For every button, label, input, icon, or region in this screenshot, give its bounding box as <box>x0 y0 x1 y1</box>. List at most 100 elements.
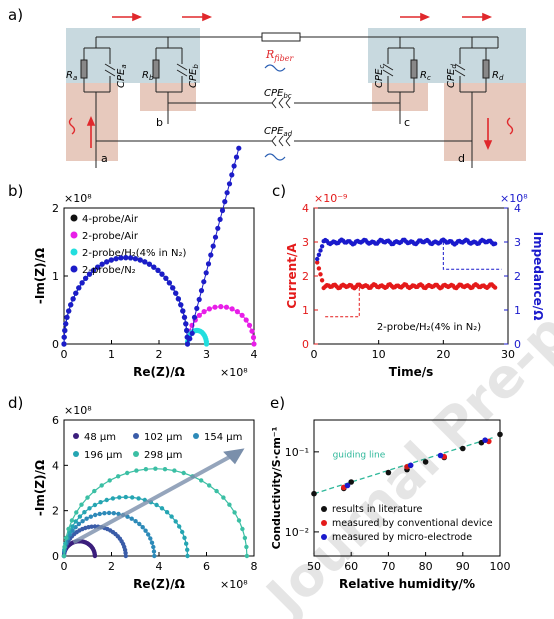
chart-d-point <box>133 519 138 524</box>
chart-d-xlabel: Re(Z)/Ω <box>133 577 185 591</box>
chart-d-point <box>77 514 83 519</box>
chart-d-point <box>92 488 97 494</box>
chart-b-point <box>64 314 70 320</box>
chart-b-frame <box>63 207 255 345</box>
chart-d-point <box>102 511 107 516</box>
chart-b-xlabel: Re(Z)/Ω <box>133 365 185 379</box>
chart-d-point <box>173 519 178 524</box>
chart-b-point <box>108 257 114 263</box>
chart-c-left-ytick-label: 0 <box>302 338 309 351</box>
chart-b-legend-label: 2-probe/N₂ <box>82 265 136 276</box>
chart-b-point <box>250 334 257 341</box>
chart-b-point <box>66 308 72 314</box>
chart-d-point <box>97 511 102 517</box>
chart-d-legend-marker <box>73 433 79 439</box>
panel-e-label: e) <box>270 394 285 412</box>
chart-d-point <box>98 500 103 505</box>
chart-b-point <box>233 154 240 160</box>
chart-b-point <box>63 321 69 327</box>
panel-b-label: b) <box>8 182 23 200</box>
chart-d-point <box>152 553 157 559</box>
chart-e-point <box>344 482 351 489</box>
chart-d-point <box>125 470 130 476</box>
chart-b-point <box>83 275 89 281</box>
chart-b-point <box>226 181 233 187</box>
chart-b-point <box>194 305 200 311</box>
chart-d-point <box>130 495 135 500</box>
chart-d-point <box>172 468 177 473</box>
chart-b-point <box>219 207 226 214</box>
chart-b-point <box>246 322 253 328</box>
chart-c-right-ytick-label: 2 <box>514 270 521 283</box>
chart-b-point <box>137 257 143 263</box>
chart-d-x-exponent: ×10⁸ <box>220 578 248 591</box>
chart-d-point <box>74 510 79 515</box>
chart-e-point <box>311 490 317 497</box>
chart-b-point <box>198 288 205 294</box>
chart-d-y-exponent: ×10⁸ <box>64 404 92 417</box>
chart-b-x-exponent: ×10⁸ <box>220 366 248 379</box>
chart-c-left-ytick-label: 1 <box>302 304 309 317</box>
chart-b-point <box>61 334 67 340</box>
chart-d-legend-marker <box>73 451 79 457</box>
chart-c-left-exponent: ×10⁻⁹ <box>314 192 347 205</box>
chart-b-point <box>79 280 85 286</box>
chart-d-point <box>140 525 145 530</box>
chart-d-point <box>123 553 128 559</box>
chart-e-legend-label: measured by conventional device <box>332 518 493 529</box>
chart-d-point <box>73 519 79 524</box>
chart-c-point <box>315 260 320 265</box>
chart-b-legend-marker <box>70 214 78 222</box>
cpead-label: CPEad <box>264 126 293 138</box>
chart-d-point <box>169 514 174 519</box>
chart-b-point <box>218 304 224 310</box>
chart-c-point <box>492 241 498 246</box>
chart-c-ylabel-right: Impedance/Ω <box>531 232 545 321</box>
chart-b-point <box>236 145 242 151</box>
chart-b-point <box>184 327 190 334</box>
chart-e-ytick-label: 10⁻¹ <box>285 446 309 459</box>
chart-e-xtick-label: 80 <box>419 560 433 573</box>
cpec-label: CPEc <box>374 65 386 88</box>
chart-b-point <box>90 267 97 273</box>
chart-e-legend-label: results in literature <box>332 504 423 515</box>
chart-c-xtick-label: 0 <box>311 348 318 361</box>
chart-d-point <box>151 544 156 550</box>
chart-b-point <box>243 317 249 323</box>
chart-c-annotation: 2-probe/H₂(4% in N₂) <box>377 322 481 333</box>
chart-b-ytick-label: 1 <box>52 270 59 283</box>
chart-d-legend-label: 154 μm <box>204 432 242 443</box>
chart-b-point <box>224 190 230 196</box>
chart-c-right-exponent: ×10⁸ <box>500 192 528 205</box>
node-b-label: b <box>156 116 163 129</box>
chart-c-right-ytick-label: 3 <box>514 236 521 249</box>
chart-d-point <box>104 497 109 503</box>
chart-b-point <box>189 330 195 336</box>
chart-c-xlabel: Time/s <box>389 365 433 379</box>
chart-d-legend-label: 196 μm <box>84 450 122 461</box>
chart-b-point <box>146 261 152 267</box>
chart-e-guide-label: guiding line <box>333 451 386 461</box>
chart-d-point <box>88 514 94 519</box>
chart-d-point <box>242 535 248 541</box>
chart-c-point <box>492 285 498 290</box>
chart-e-point <box>348 479 355 485</box>
chart-e-xtick-label: 100 <box>490 560 511 573</box>
chart-d-point <box>82 510 87 515</box>
chart-c-point <box>319 244 325 249</box>
chart-d-point <box>76 521 82 527</box>
chart-d-point <box>221 495 226 500</box>
chart-c-left-ytick-label: 2 <box>302 270 309 283</box>
chart-d-point <box>87 506 92 511</box>
chart-d-point <box>185 547 190 552</box>
chart-d-point <box>61 553 67 559</box>
chart-b-point <box>142 259 148 265</box>
chart-d-point <box>137 521 142 527</box>
chart-b-point <box>210 243 216 249</box>
panel-a: a) Rfiber <box>8 6 526 168</box>
chart-b-point <box>187 336 193 342</box>
chart-d-point <box>62 544 67 550</box>
chart-d-point <box>236 518 242 523</box>
chart-d-ylabel: -Im(Z)/Ω <box>33 460 47 516</box>
chart-b-point <box>151 264 157 270</box>
